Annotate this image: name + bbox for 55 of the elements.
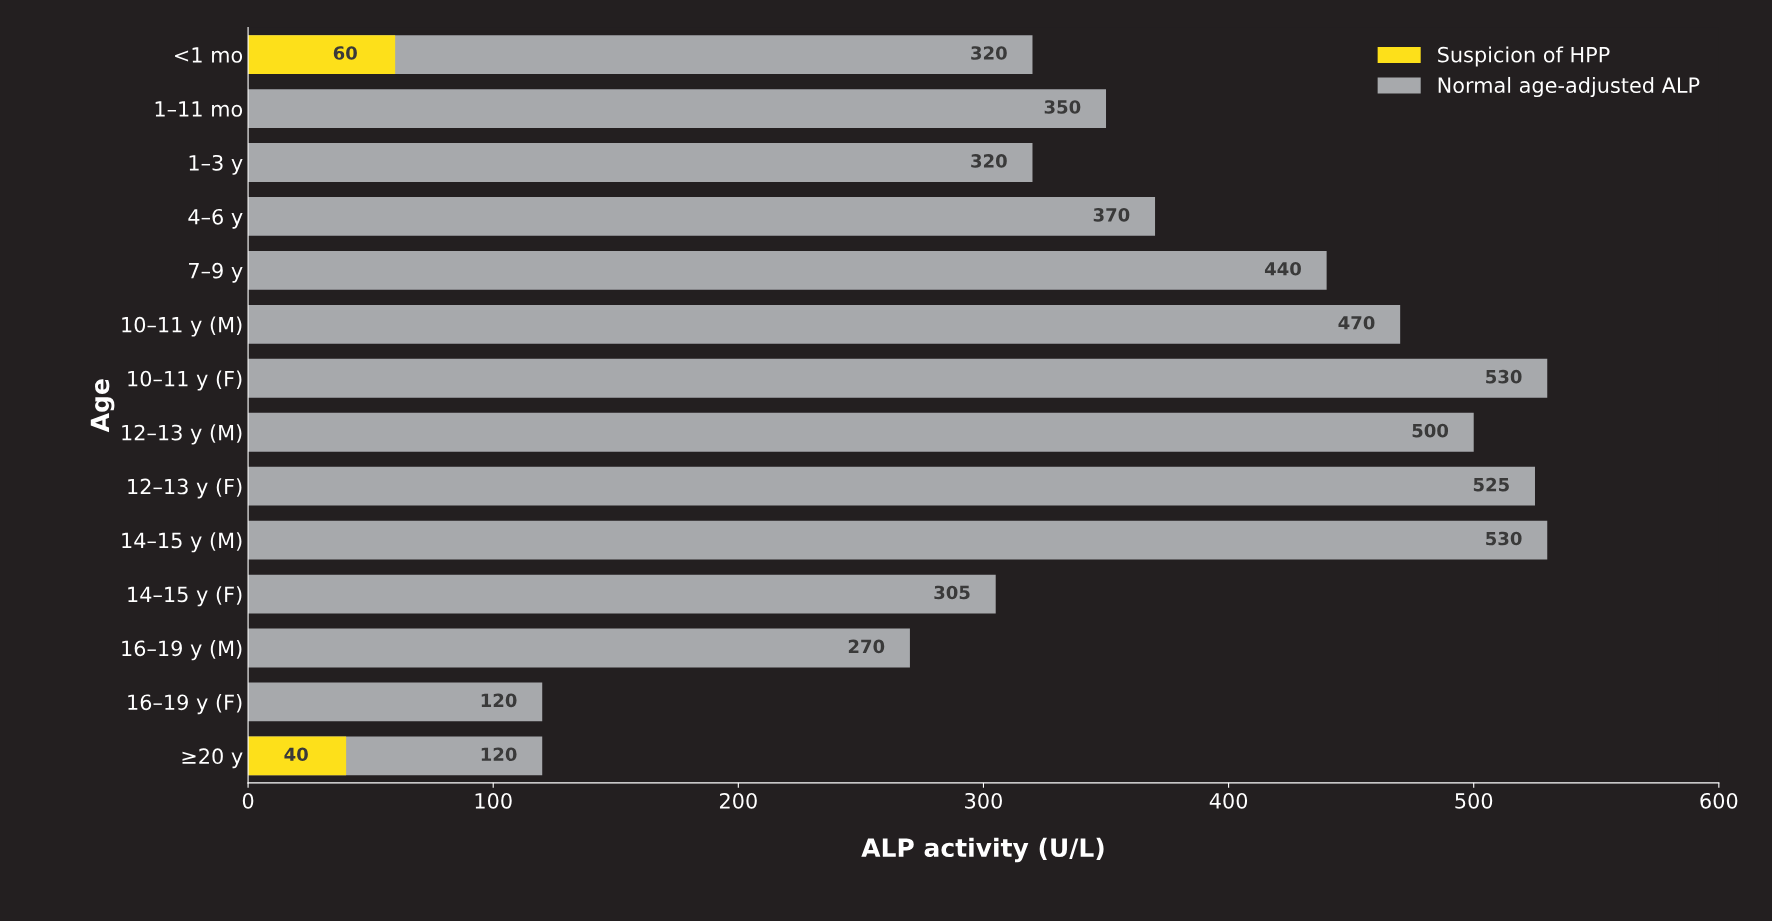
y-tick-label: ≥20 y [182, 748, 243, 769]
bar [248, 358, 1548, 398]
data-label: 470 [1338, 315, 1375, 330]
x-tick-label: 300 [965, 792, 1002, 809]
data-label: 500 [1412, 423, 1449, 438]
y-tick-label: 10–11 y (M) [122, 316, 242, 337]
data-label: 440 [1264, 261, 1301, 276]
y-tick-label: 7–9 y [189, 262, 243, 283]
data-label: 270 [848, 639, 885, 654]
data-label: 530 [1486, 369, 1522, 384]
bar [248, 466, 1535, 506]
bar [248, 574, 996, 614]
bar [248, 250, 1327, 290]
y-tick-label: 1–11 mo [155, 101, 243, 117]
x-axis-title: ALP activity (U/L) [861, 837, 1104, 863]
bar [248, 304, 1401, 344]
bar [248, 143, 1033, 182]
y-tick-label: <1 mo [175, 47, 243, 63]
data-label: 60 [333, 46, 357, 60]
bar [248, 89, 1107, 128]
data-label: 530 [1486, 531, 1522, 546]
data-label: 40 [284, 747, 308, 762]
bar [248, 197, 1156, 236]
x-tick-label: 200 [719, 792, 757, 809]
data-label: 305 [934, 585, 970, 600]
y-tick-label: 4–6 y [188, 208, 243, 229]
y-tick-label: 10–11 y (F) [128, 370, 242, 391]
y-tick-label: 14–15 y (F) [128, 586, 242, 607]
data-label: 320 [971, 154, 1007, 168]
data-label: 350 [1044, 100, 1081, 114]
x-tick-label: 600 [1700, 792, 1738, 809]
bar [248, 412, 1474, 452]
legend-label: Suspicion of HPP [1438, 46, 1610, 67]
x-tick-label: 0 [242, 792, 254, 809]
data-label: 120 [481, 693, 517, 708]
y-tick-label: 16–19 y (F) [128, 694, 242, 715]
bar [248, 736, 347, 776]
bar [248, 520, 1548, 560]
data-label: 370 [1093, 208, 1130, 222]
bar [248, 682, 543, 722]
bar [248, 35, 396, 75]
legend-label: Normal age-adjusted ALP [1438, 76, 1700, 98]
bar [248, 628, 910, 668]
x-tick-label: 500 [1455, 792, 1493, 809]
y-tick-label: 12–13 y (M) [122, 424, 242, 445]
y-tick-label: 12–13 y (F) [128, 478, 242, 499]
y-tick-label: 16–19 y (M) [122, 640, 242, 661]
x-tick-label: 100 [475, 792, 512, 809]
data-label: 320 [971, 46, 1007, 60]
y-tick-label: 14–15 y (M) [122, 532, 242, 553]
data-label: 525 [1473, 477, 1509, 492]
x-tick-label: 400 [1209, 792, 1248, 809]
data-label: 120 [481, 747, 517, 762]
y-tick-label: 1–3 y [189, 154, 243, 175]
y-axis-title: Age [90, 379, 115, 433]
